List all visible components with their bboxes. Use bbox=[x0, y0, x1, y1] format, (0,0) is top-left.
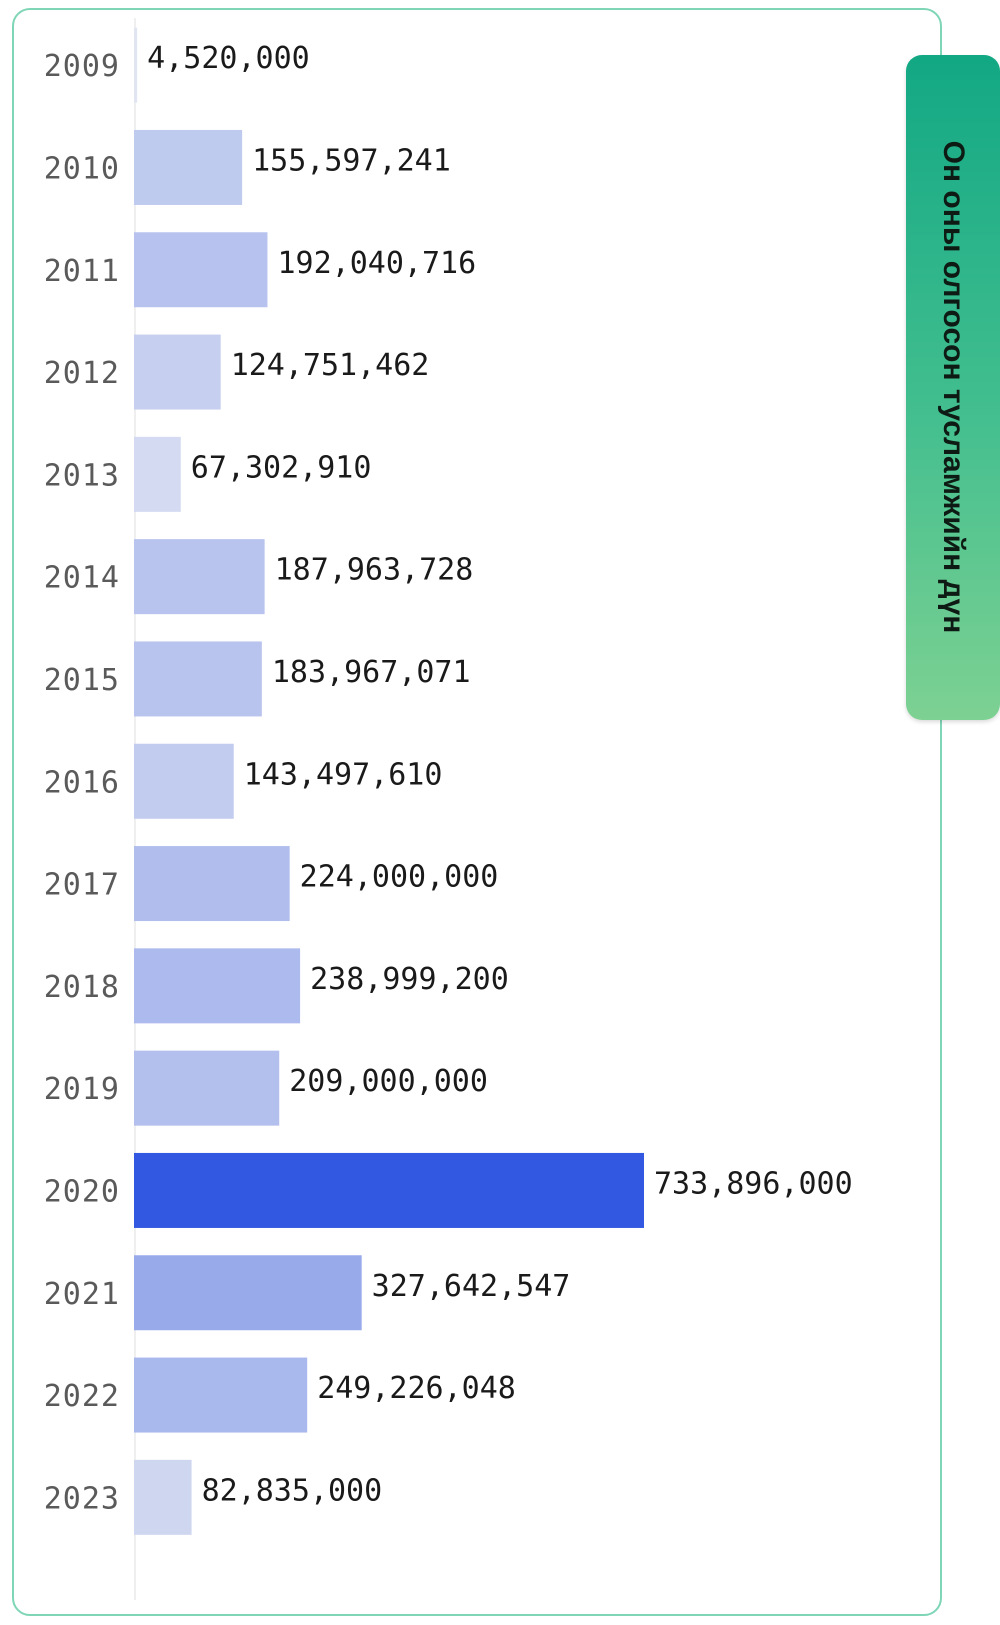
category-label-2010: 2010 bbox=[44, 151, 120, 186]
value-label-2014: 187,963,728 bbox=[275, 553, 474, 588]
category-label-2014: 2014 bbox=[44, 561, 120, 596]
category-label-2009: 2009 bbox=[44, 49, 120, 84]
category-label-2021: 2021 bbox=[44, 1277, 120, 1312]
bar-2019 bbox=[134, 1050, 280, 1126]
value-label-2010: 155,597,241 bbox=[252, 143, 451, 178]
bar-2010 bbox=[134, 129, 243, 205]
value-label-2017: 224,000,000 bbox=[300, 860, 499, 895]
bar-2017 bbox=[134, 846, 290, 922]
category-label-2011: 2011 bbox=[44, 254, 120, 289]
category-label-2015: 2015 bbox=[44, 663, 120, 698]
value-label-2018: 238,999,200 bbox=[310, 962, 509, 997]
category-label-2017: 2017 bbox=[44, 868, 120, 903]
bar-2015 bbox=[134, 641, 262, 717]
bar-2023 bbox=[134, 1459, 192, 1535]
bar-2022 bbox=[134, 1357, 308, 1433]
value-label-2020: 733,896,000 bbox=[654, 1166, 853, 1201]
side-tab-label: Он оны олгосон тусламжийн дүн bbox=[937, 140, 970, 634]
value-label-2013: 67,302,910 bbox=[191, 450, 372, 485]
bar-2011 bbox=[134, 232, 268, 308]
category-label-2020: 2020 bbox=[44, 1174, 120, 1209]
category-label-2016: 2016 bbox=[44, 765, 120, 800]
category-label-2023: 2023 bbox=[44, 1481, 120, 1516]
bar-2014 bbox=[134, 539, 265, 615]
value-label-2023: 82,835,000 bbox=[202, 1473, 383, 1508]
bar-2021 bbox=[134, 1255, 362, 1331]
side-tab-button[interactable]: Он оны олгосон тусламжийн дүн bbox=[906, 55, 1000, 720]
category-label-2013: 2013 bbox=[44, 458, 120, 493]
bar-2009 bbox=[134, 27, 138, 103]
bar-2013 bbox=[134, 436, 181, 512]
bar-2020 bbox=[134, 1152, 644, 1228]
value-label-2009: 4,520,000 bbox=[147, 41, 310, 76]
value-label-2011: 192,040,716 bbox=[277, 246, 476, 281]
value-label-2012: 124,751,462 bbox=[231, 348, 430, 383]
bar-2012 bbox=[134, 334, 221, 410]
value-label-2019: 209,000,000 bbox=[289, 1064, 488, 1099]
value-label-2016: 143,497,610 bbox=[244, 757, 443, 792]
bar-2018 bbox=[134, 948, 301, 1024]
category-label-2019: 2019 bbox=[44, 1072, 120, 1107]
category-label-2012: 2012 bbox=[44, 356, 120, 391]
value-label-2022: 249,226,048 bbox=[317, 1371, 516, 1406]
category-label-2022: 2022 bbox=[44, 1379, 120, 1414]
category-label-2018: 2018 bbox=[44, 970, 120, 1005]
bar-2016 bbox=[134, 743, 234, 819]
value-label-2021: 327,642,547 bbox=[372, 1269, 571, 1304]
value-label-2015: 183,967,071 bbox=[272, 655, 471, 690]
